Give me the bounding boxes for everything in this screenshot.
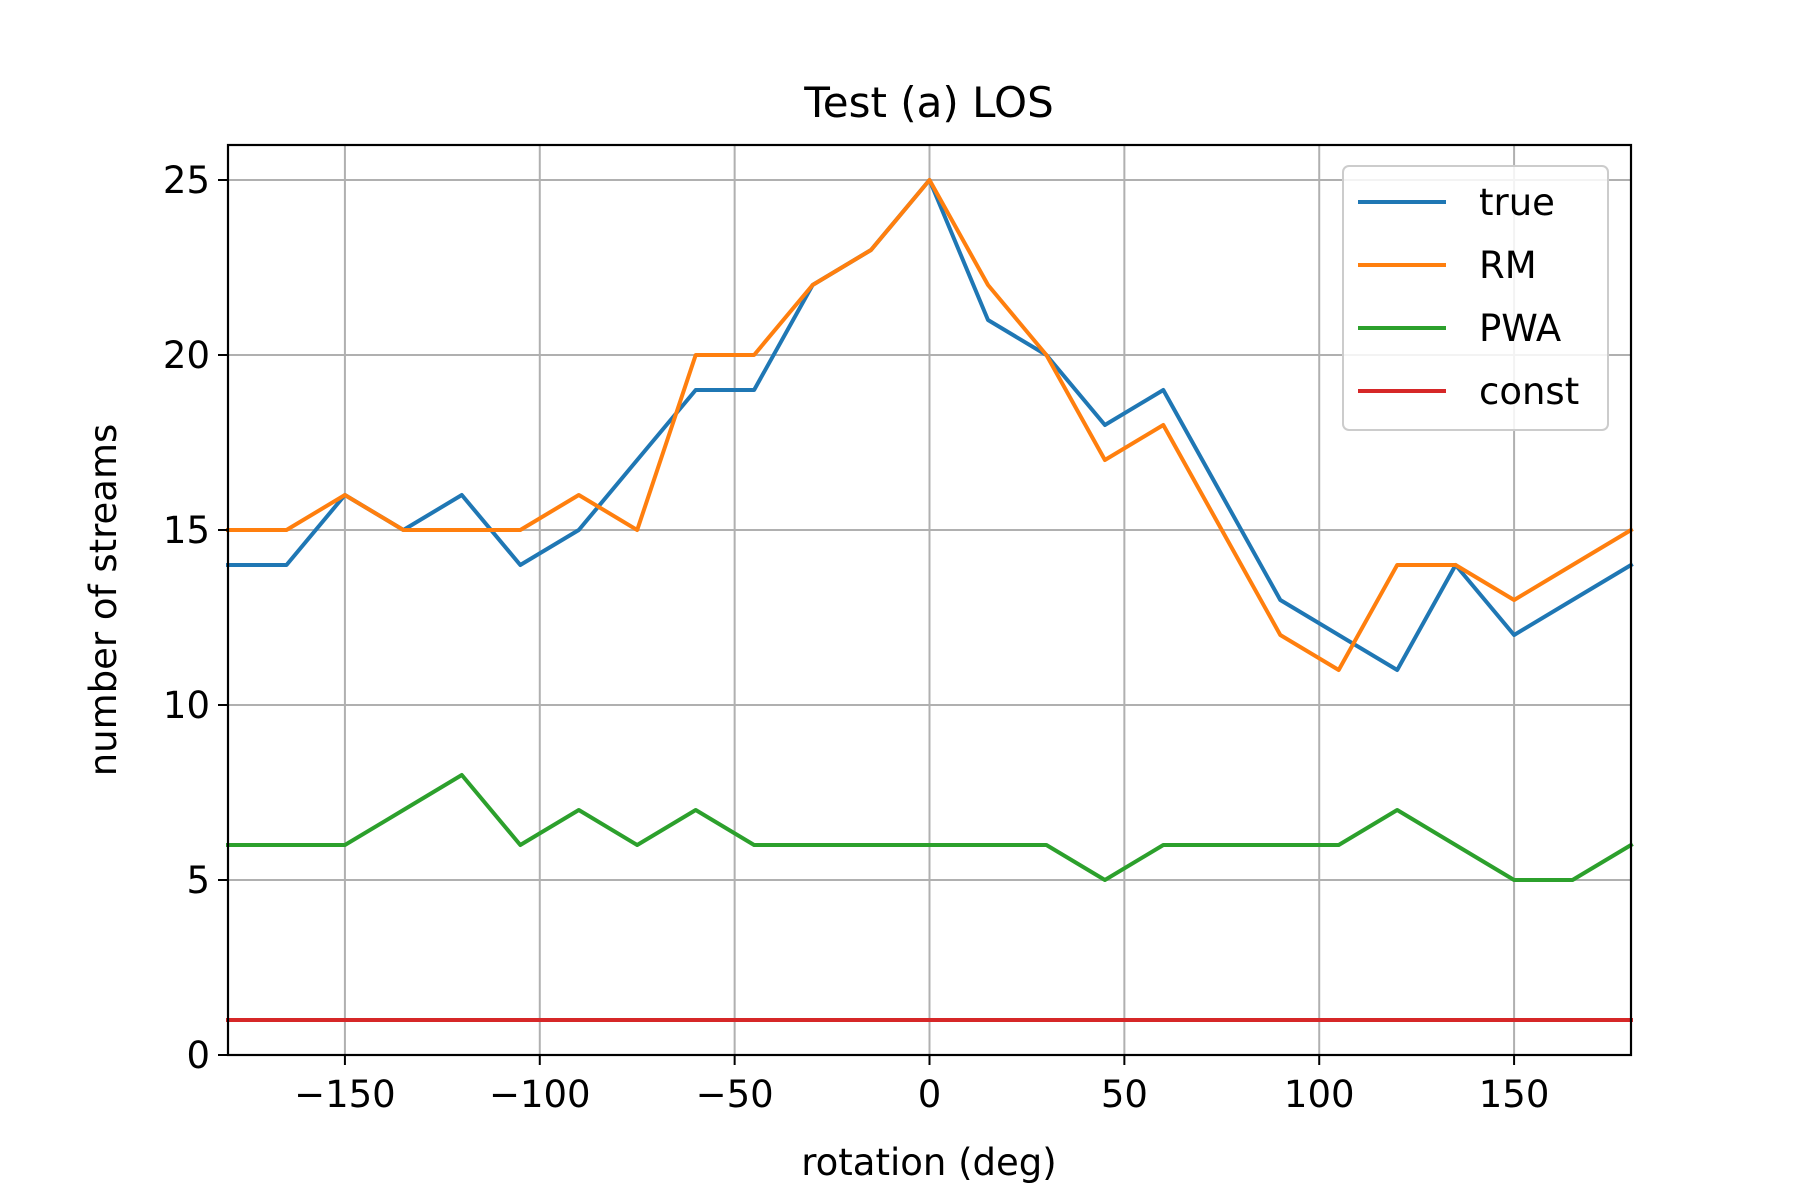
y-tick-label: 5 [186,859,210,902]
y-tick-label: 25 [163,159,210,202]
y-tick-label: 0 [186,1034,210,1077]
legend-label-pwa: PWA [1479,307,1561,350]
y-axis-ticks: 0 5 10 15 20 25 [163,159,228,1077]
legend: true RM PWA const [1342,165,1609,431]
legend-label-true: true [1479,181,1555,224]
x-tick-label: −150 [294,1073,396,1116]
x-tick-label: 50 [1101,1073,1148,1116]
series-lines [226,178,1634,1022]
x-tick-label: −100 [489,1073,591,1116]
series-line-rm [226,178,1634,672]
x-axis-ticks: −150 −100 −50 0 50 100 150 [294,1055,1549,1116]
legend-label-const: const [1479,370,1579,413]
y-tick-label: 10 [163,684,210,727]
x-tick-label: −50 [696,1073,774,1116]
chart-title: Test (a) LOS [803,78,1054,127]
legend-box [1342,165,1609,431]
y-axis-label: number of streams [82,424,125,777]
series-line-pwa [226,773,1634,882]
y-tick-label: 15 [163,509,210,552]
x-tick-label: 100 [1284,1073,1355,1116]
x-tick-label: 150 [1479,1073,1550,1116]
x-axis-label: rotation (deg) [801,1141,1056,1184]
legend-label-rm: RM [1479,244,1537,287]
x-tick-label: 0 [918,1073,942,1116]
y-tick-label: 20 [163,334,210,377]
